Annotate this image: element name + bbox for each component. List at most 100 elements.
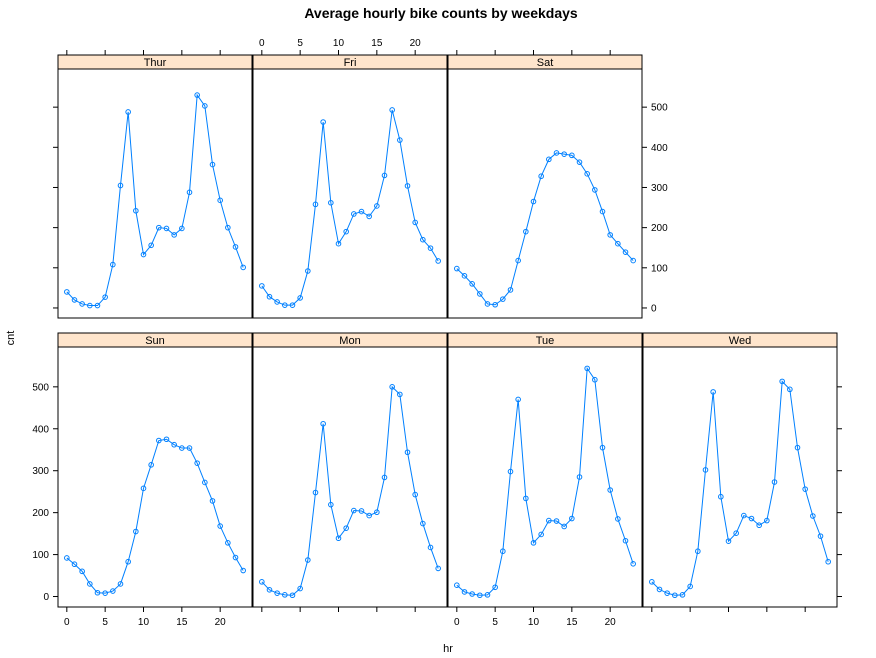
data-point (140, 251, 147, 258)
data-point (312, 201, 319, 208)
data-point (217, 197, 223, 204)
data-point (592, 187, 598, 193)
data-point (584, 365, 590, 372)
x-tick-label-bottom: 10 (528, 617, 540, 628)
data-point (232, 244, 239, 250)
data-point (274, 590, 280, 596)
data-point (320, 420, 326, 427)
data-point (389, 107, 395, 113)
data-point (259, 283, 265, 289)
data-point (397, 391, 403, 398)
data-point (523, 495, 529, 502)
data-point (615, 516, 621, 522)
data-point (607, 487, 613, 493)
panel-frame-sat (447, 68, 643, 319)
series-line-sat (456, 152, 634, 306)
data-point (420, 236, 426, 243)
data-point (171, 232, 177, 238)
data-point (817, 533, 824, 539)
data-point (461, 273, 468, 279)
data-point (117, 182, 124, 189)
data-point (725, 538, 732, 544)
data-point (420, 520, 426, 527)
data-point (335, 240, 342, 247)
data-point (125, 558, 131, 565)
panel-frame-fri (252, 68, 448, 319)
data-point (515, 257, 521, 264)
data-point (412, 219, 418, 226)
data-point (622, 249, 629, 255)
data-point (538, 531, 544, 538)
x-tick-label-top: 10 (333, 38, 345, 49)
y-tick-label-right: 500 (651, 103, 668, 114)
data-point (607, 232, 613, 238)
x-tick-label-bottom: 20 (215, 617, 227, 628)
data-point (312, 489, 319, 496)
x-tick-label-bottom: 15 (176, 617, 188, 628)
data-point (209, 161, 216, 168)
data-point (351, 211, 357, 217)
data-point (546, 517, 552, 524)
data-point (343, 525, 349, 531)
chart-title: Average hourly bike counts by weekdays (304, 5, 578, 21)
data-point (102, 590, 108, 596)
data-point (87, 302, 93, 309)
data-point (358, 208, 365, 215)
data-point (94, 302, 101, 309)
data-point (810, 513, 816, 519)
data-point (672, 592, 678, 599)
panel-frame-thur (57, 68, 253, 319)
data-point (259, 579, 265, 585)
data-point (427, 544, 434, 551)
data-point (404, 183, 411, 189)
data-point (179, 445, 185, 451)
y-tick-label-left: 300 (32, 466, 49, 477)
data-point (282, 592, 288, 598)
y-tick-label-right: 0 (651, 303, 657, 314)
data-point (209, 498, 216, 504)
panel-thur: Thur (57, 54, 253, 319)
panel-sun: Sun (57, 332, 253, 608)
data-point (289, 592, 296, 599)
data-point (225, 540, 231, 546)
data-point (240, 567, 246, 574)
data-point (186, 445, 193, 451)
data-point (454, 265, 460, 272)
data-point (186, 189, 193, 196)
data-point (266, 293, 273, 300)
data-point (718, 493, 724, 500)
data-point (630, 561, 636, 567)
y-tick-label-left: 100 (32, 550, 49, 561)
data-point (679, 592, 686, 598)
data-point (320, 119, 326, 125)
data-point (232, 554, 239, 561)
data-point (366, 512, 372, 519)
x-tick-label-bottom: 5 (492, 617, 498, 628)
strip-label-wed: Wed (729, 335, 751, 347)
y-tick-label-left: 400 (32, 424, 49, 435)
data-point (794, 444, 801, 451)
data-point (469, 281, 475, 287)
data-point (802, 486, 808, 492)
data-point (79, 568, 85, 575)
y-tick-label-left: 0 (43, 592, 49, 603)
series-line-wed (651, 380, 829, 596)
data-point (546, 156, 552, 163)
data-point (305, 268, 311, 274)
data-point (741, 512, 747, 519)
data-point (825, 558, 831, 565)
data-point (427, 245, 434, 251)
data-point (576, 159, 583, 165)
data-point (110, 261, 116, 268)
x-tick-label-bottom: 15 (566, 617, 578, 628)
data-point (194, 460, 200, 466)
strip-label-thur: Thur (144, 57, 167, 69)
data-point (140, 485, 147, 492)
data-point (156, 437, 162, 444)
x-tick-label-bottom: 0 (454, 617, 460, 628)
data-point (492, 584, 498, 591)
data-point (366, 213, 372, 220)
strip-label-mon: Mon (339, 335, 360, 347)
data-point (374, 203, 380, 209)
